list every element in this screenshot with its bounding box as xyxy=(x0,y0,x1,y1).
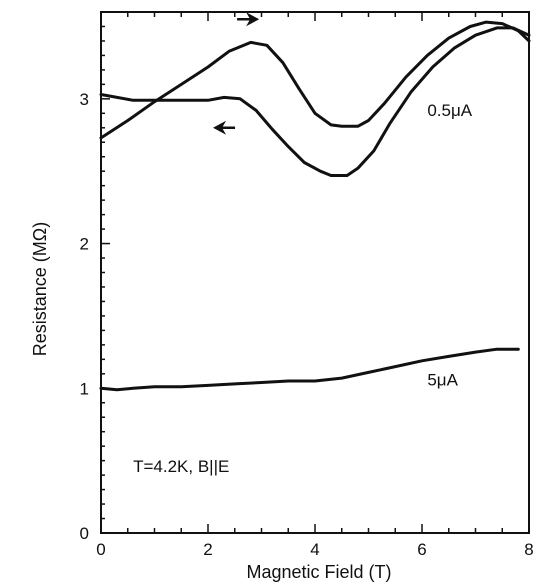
x-tick-label: 6 xyxy=(417,540,426,559)
annotations: 0.5μA 5μA T=4.2K, B||E xyxy=(133,101,473,476)
x-tick-label: 8 xyxy=(524,540,533,559)
arrow-head xyxy=(246,12,260,27)
series-curve-1 xyxy=(99,20,531,140)
y-axis-label: Resistance (MΩ) xyxy=(30,222,50,356)
arrow-head xyxy=(213,120,227,135)
x-axis-ticks: 0 2 4 6 8 xyxy=(96,12,534,559)
y-axis-ticks: 0 1 2 3 xyxy=(80,11,110,543)
x-tick-label: 0 xyxy=(96,540,105,559)
y-tick-label: 0 xyxy=(80,524,89,543)
sweep-arrow-left xyxy=(213,120,236,135)
x-tick-label: 4 xyxy=(310,540,319,559)
x-tick-label: 2 xyxy=(203,540,212,559)
annotation-a3: T=4.2K, B||E xyxy=(133,457,229,476)
series-curve-3 xyxy=(99,347,520,392)
annotation-a2: 5μA xyxy=(427,370,458,389)
y-tick-label: 1 xyxy=(80,379,89,398)
annotation-a1: 0.5μA xyxy=(427,101,472,120)
data-curves xyxy=(99,20,531,392)
sweep-arrow-right xyxy=(237,12,260,27)
direction-arrows xyxy=(213,12,260,135)
series-curve-2 xyxy=(99,26,531,177)
x-axis-label: Magnetic Field (T) xyxy=(246,562,391,582)
y-tick-label: 2 xyxy=(80,235,89,254)
y-tick-label: 3 xyxy=(80,90,89,109)
